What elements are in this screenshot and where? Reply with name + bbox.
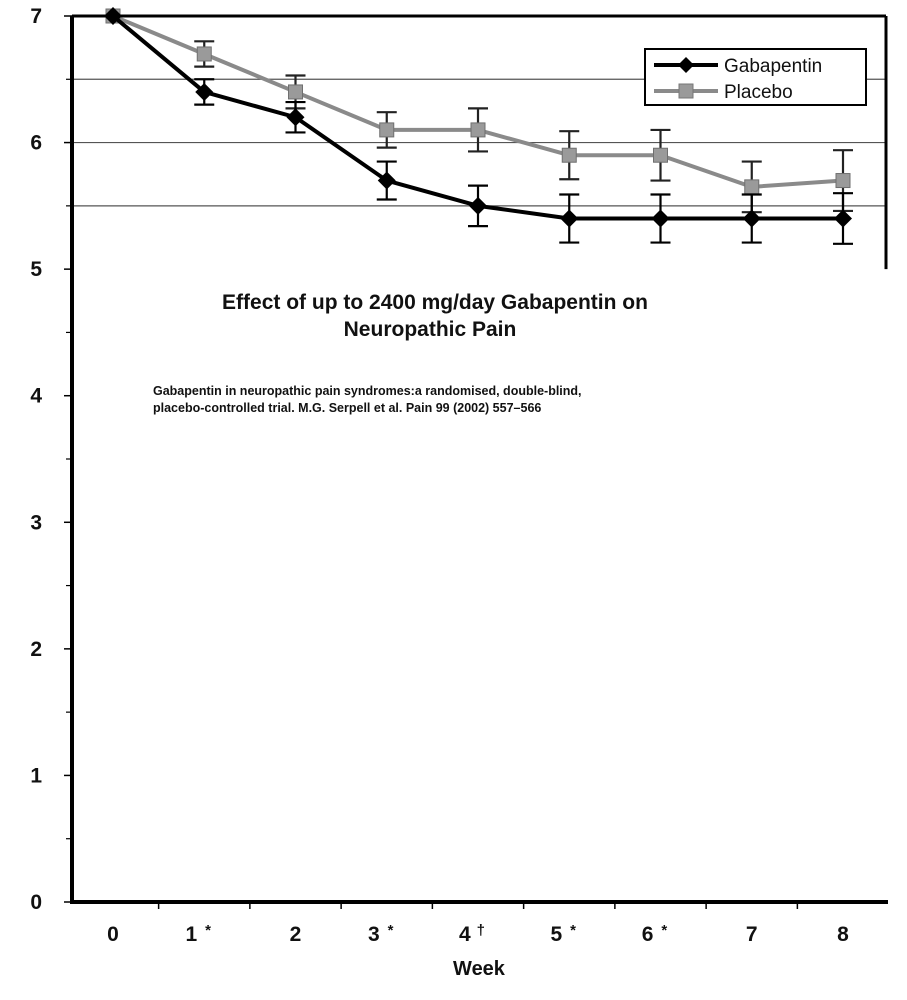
placebo-point-3 bbox=[379, 122, 395, 138]
y-tick-label-4: 4 bbox=[30, 385, 42, 408]
series-gabapentin bbox=[104, 7, 853, 245]
placebo-point-4 bbox=[470, 122, 486, 138]
y-tick-label-2: 2 bbox=[30, 638, 42, 661]
gabapentin-point-6 bbox=[651, 209, 670, 228]
x-axis-label: Week bbox=[453, 958, 506, 980]
x-tick-label-8: 8 bbox=[837, 923, 849, 946]
legend-marker-placebo bbox=[678, 83, 694, 99]
y-tick-label-1: 1 bbox=[30, 764, 42, 787]
gabapentin-point-3 bbox=[377, 171, 396, 190]
placebo-point-7 bbox=[744, 179, 760, 195]
legend-marker-gabapentin bbox=[678, 57, 694, 73]
x-tick-label-7: 7 bbox=[746, 923, 758, 946]
placebo-point-2 bbox=[288, 84, 303, 100]
y-tick-label-6: 6 bbox=[30, 132, 42, 155]
gabapentin-point-2 bbox=[286, 108, 305, 127]
gabapentin-point-5 bbox=[560, 209, 579, 228]
placebo-point-5 bbox=[561, 147, 577, 163]
placebo-point-8 bbox=[835, 173, 851, 189]
x-tick-label-0: 0 bbox=[107, 923, 119, 946]
chart-title-line-2: Neuropathic Pain bbox=[344, 318, 517, 341]
x-tick-label-2: 2 bbox=[290, 923, 302, 946]
series-layer bbox=[104, 7, 853, 245]
gabapentin-point-0 bbox=[104, 7, 122, 25]
x-tick-label-6: 6 * bbox=[642, 922, 668, 946]
axes-layer: 0 1 2 3 4 5 6 7 0 1 * 2 3 * 4 † 5 * 6 * 7 8 bbox=[30, 5, 888, 946]
series-placebo bbox=[105, 8, 853, 214]
gabapentin-point-8 bbox=[834, 209, 852, 228]
x-tick-label-3: 3 * bbox=[368, 922, 394, 946]
legend-label-placebo: Placebo bbox=[724, 82, 793, 103]
y-tick-label-0: 0 bbox=[30, 891, 42, 914]
chart-title-line-1: Effect of up to 2400 mg/day Gabapentin o… bbox=[222, 291, 648, 314]
gabapentin-point-1 bbox=[195, 82, 214, 101]
citation-line-1: Gabapentin in neuropathic pain syndromes… bbox=[153, 384, 582, 398]
x-tick-label-1: 1 * bbox=[185, 922, 211, 946]
citation-line-2: placebo-controlled trial. M.G. Serpell e… bbox=[153, 401, 541, 415]
placebo-point-1 bbox=[196, 46, 212, 62]
x-tick-label-5: 5 * bbox=[550, 922, 576, 946]
placebo-point-6 bbox=[653, 147, 668, 163]
legend-label-gabapentin: Gabapentin bbox=[724, 56, 822, 77]
y-tick-label-5: 5 bbox=[30, 258, 42, 281]
gabapentin-point-7 bbox=[742, 209, 761, 228]
y-tick-label-3: 3 bbox=[30, 511, 42, 534]
x-tick-label-4: 4 † bbox=[459, 922, 485, 946]
y-tick-label-7: 7 bbox=[30, 5, 42, 28]
legend: Gabapentin Placebo bbox=[644, 48, 867, 106]
gabapentin-point-4 bbox=[469, 196, 487, 215]
